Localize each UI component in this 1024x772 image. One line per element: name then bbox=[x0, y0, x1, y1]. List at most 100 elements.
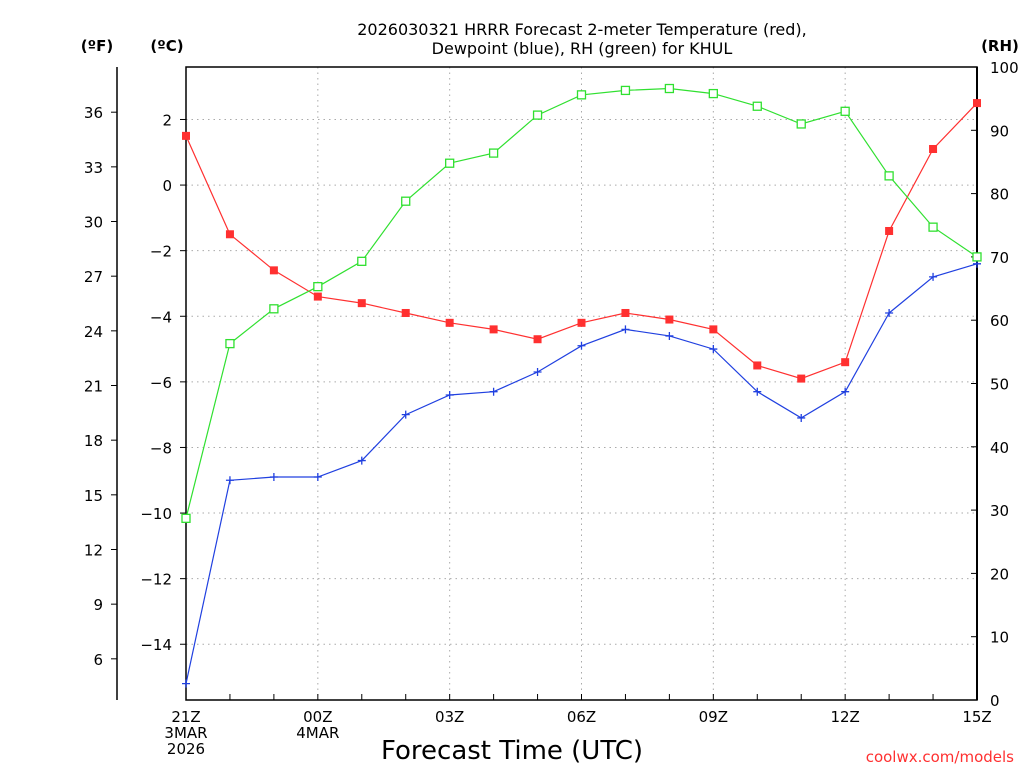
fahrenheit-tick-label: 33 bbox=[84, 159, 103, 177]
rh-point bbox=[313, 282, 323, 292]
dewpoint-point bbox=[621, 325, 630, 334]
rh-point bbox=[225, 338, 235, 349]
temperature-point bbox=[929, 144, 938, 153]
x-tick-label: 03Z bbox=[435, 708, 464, 726]
dewpoint-point bbox=[841, 387, 850, 396]
temperature-point bbox=[885, 226, 894, 235]
chart-title-line1: 2026030321 HRRR Forecast 2-meter Tempera… bbox=[357, 20, 807, 39]
rh-tick-label: 100 bbox=[990, 59, 1019, 77]
rh-tick-label: 70 bbox=[990, 249, 1009, 267]
rh-point bbox=[708, 88, 718, 99]
rh-point bbox=[532, 110, 543, 120]
rh-point bbox=[752, 101, 762, 111]
rh-tick-label: 50 bbox=[990, 376, 1009, 394]
dewpoint-point bbox=[929, 272, 938, 281]
fahrenheit-tick-label: 21 bbox=[84, 378, 103, 396]
celsius-tick-label: −10 bbox=[140, 505, 172, 523]
temperature-point bbox=[313, 292, 322, 301]
rh-point bbox=[357, 256, 367, 266]
x-tick-label: 2026 bbox=[167, 740, 205, 758]
temperature-point bbox=[709, 325, 718, 334]
fahrenheit-tick-label: 18 bbox=[84, 432, 103, 450]
temperature-point bbox=[401, 308, 410, 317]
temperature-point bbox=[533, 335, 542, 344]
rh-point bbox=[401, 196, 411, 206]
fahrenheit-tick-label: 9 bbox=[93, 596, 103, 614]
series-layer bbox=[181, 83, 982, 688]
fahrenheit-tick-label: 24 bbox=[84, 323, 103, 341]
temperature-point bbox=[182, 131, 190, 140]
gridlines bbox=[185, 67, 978, 700]
rh-tick-label: 80 bbox=[990, 186, 1009, 204]
celsius-unit-label: (ºC) bbox=[150, 37, 183, 55]
fahrenheit-tick-label: 12 bbox=[84, 541, 103, 559]
x-tick-label: 15Z bbox=[962, 708, 991, 726]
rh-tick-label: 60 bbox=[990, 312, 1009, 330]
dewpoint-point bbox=[357, 456, 366, 465]
x-axis-label: Forecast Time (UTC) bbox=[381, 736, 643, 766]
fahrenheit-ticks: 36 33 30 27 24 21 18 15 12 9 6 bbox=[84, 104, 117, 669]
x-tick-label: 09Z bbox=[699, 708, 728, 726]
chart-title-line2: Dewpoint (blue), RH (green) for KHUL bbox=[432, 39, 733, 58]
temperature-point bbox=[665, 315, 674, 324]
dewpoint-point bbox=[182, 679, 190, 688]
dewpoint-point bbox=[665, 331, 674, 340]
dewpoint-point bbox=[533, 368, 542, 377]
dewpoint-point bbox=[753, 387, 762, 396]
dewpoint-point bbox=[489, 387, 498, 396]
rh-point bbox=[884, 171, 894, 181]
temperature-point bbox=[445, 318, 454, 327]
temperature-point bbox=[489, 325, 498, 334]
celsius-tick-label: −2 bbox=[150, 243, 172, 261]
fahrenheit-tick-label: 27 bbox=[84, 268, 103, 286]
rh-point bbox=[181, 513, 191, 523]
temperature-point bbox=[841, 358, 850, 367]
temperature-point bbox=[621, 308, 630, 317]
x-tick-label: 21Z bbox=[171, 708, 200, 726]
dewpoint-point bbox=[885, 308, 894, 317]
celsius-tick-label: −14 bbox=[140, 636, 172, 654]
rh-point bbox=[796, 119, 806, 129]
rh-point bbox=[620, 85, 631, 96]
temperature-point bbox=[973, 99, 981, 108]
rh-point bbox=[972, 252, 982, 262]
rh-tick-label: 10 bbox=[990, 629, 1009, 647]
celsius-tick-label: 0 bbox=[162, 177, 172, 195]
temperature-point bbox=[269, 266, 278, 275]
rh-tick-label: 0 bbox=[990, 692, 1000, 710]
dewpoint-point bbox=[269, 472, 278, 481]
x-tick-label: 12Z bbox=[830, 708, 859, 726]
celsius-ticks: 2 0 −2 −4 −6 −8 −10 −12 −14 bbox=[140, 111, 186, 654]
dewpoint-point bbox=[577, 341, 586, 350]
rh-tick-label: 90 bbox=[990, 122, 1009, 140]
rh-point bbox=[488, 148, 499, 158]
rh-tick-label: 40 bbox=[990, 439, 1009, 457]
temperature-point bbox=[577, 318, 586, 327]
dewpoint-point bbox=[709, 345, 718, 354]
temperature-point bbox=[797, 374, 806, 383]
fahrenheit-tick-label: 30 bbox=[84, 214, 103, 232]
x-tick-label: 4MAR bbox=[296, 724, 339, 742]
dewpoint-point bbox=[313, 472, 322, 481]
temperature-point bbox=[753, 361, 762, 370]
rh-point bbox=[664, 83, 675, 94]
x-tick-label: 06Z bbox=[567, 708, 596, 726]
dewpoint-point bbox=[225, 476, 234, 485]
dewpoint-point bbox=[401, 410, 410, 419]
celsius-tick-label: −12 bbox=[140, 571, 172, 589]
x-tick-label: 3MAR bbox=[164, 724, 207, 742]
celsius-tick-label: 2 bbox=[162, 111, 172, 129]
fahrenheit-tick-label: 36 bbox=[84, 104, 103, 122]
dewpoint-point bbox=[797, 413, 806, 422]
rh-point bbox=[928, 222, 938, 232]
rh-unit-label: (RH) bbox=[981, 37, 1019, 55]
watermark: coolwx.com/models bbox=[866, 748, 1014, 766]
rh-tick-label: 30 bbox=[990, 502, 1009, 520]
rh-point bbox=[840, 106, 850, 116]
rh-tick-label: 20 bbox=[990, 565, 1009, 583]
x-tick-label: 00Z bbox=[303, 708, 332, 726]
fahrenheit-tick-label: 6 bbox=[93, 651, 103, 669]
temperature-point bbox=[225, 230, 234, 239]
celsius-tick-label: −8 bbox=[150, 439, 172, 457]
rh-point bbox=[576, 90, 587, 100]
